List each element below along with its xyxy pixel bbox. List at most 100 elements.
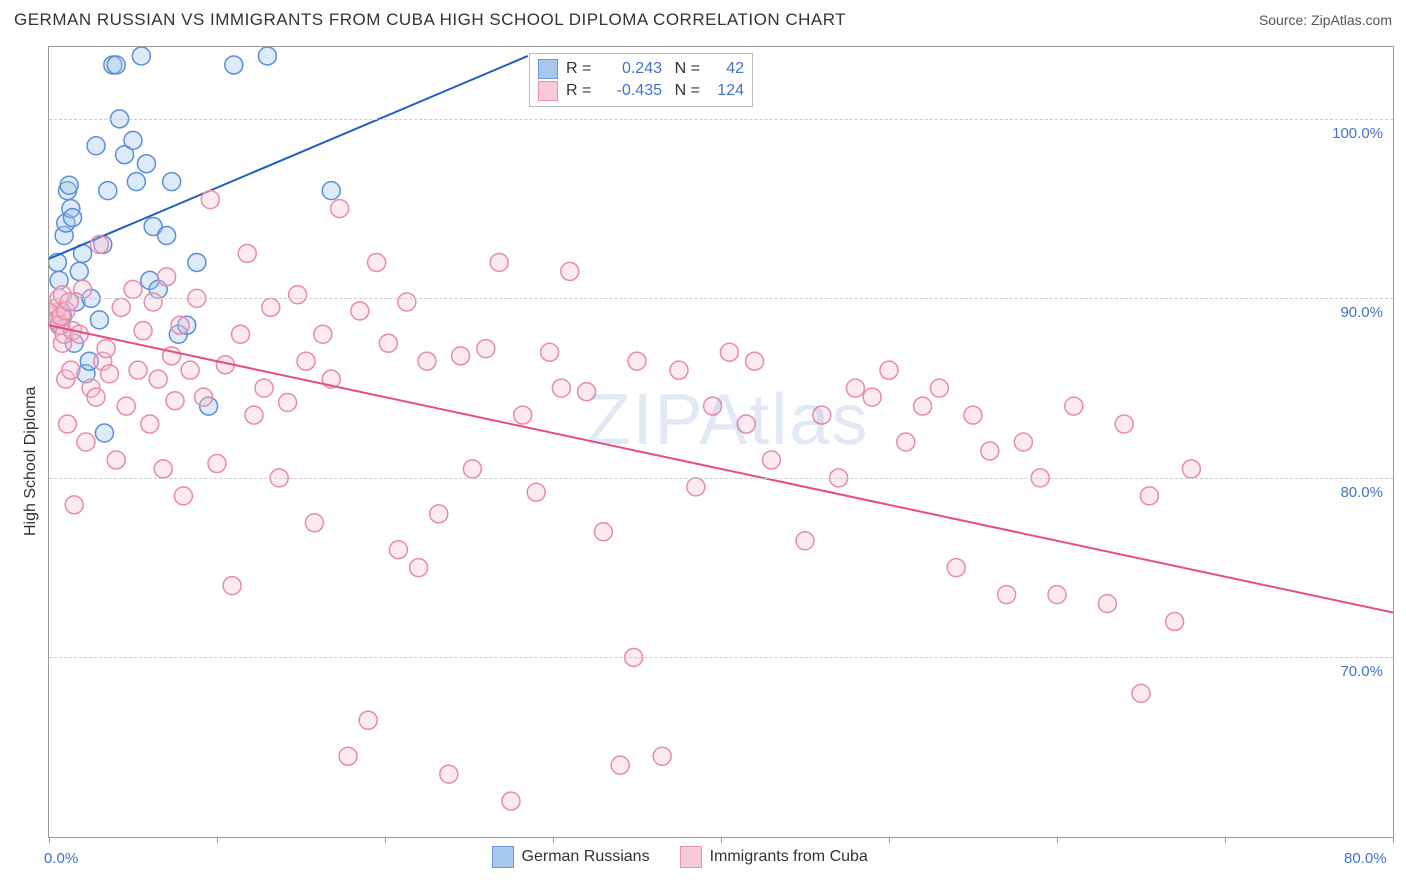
data-point-german_russians bbox=[258, 47, 276, 65]
data-point-immigrants_cuba bbox=[77, 433, 95, 451]
stats-row-immigrants_cuba: R =-0.435N =124 bbox=[538, 80, 744, 102]
y-tick-label: 100.0% bbox=[1332, 125, 1383, 142]
source-label: Source: ZipAtlas.com bbox=[1259, 12, 1392, 28]
legend-item-immigrants_cuba: Immigrants from Cuba bbox=[680, 846, 868, 868]
data-point-german_russians bbox=[107, 56, 125, 74]
data-point-immigrants_cuba bbox=[1048, 586, 1066, 604]
stats-r-label: R = bbox=[566, 60, 594, 78]
stats-r-label: R = bbox=[566, 82, 594, 100]
data-point-immigrants_cuba bbox=[359, 711, 377, 729]
data-point-immigrants_cuba bbox=[65, 496, 83, 514]
data-point-immigrants_cuba bbox=[737, 415, 755, 433]
data-point-german_russians bbox=[163, 173, 181, 191]
data-point-immigrants_cuba bbox=[223, 577, 241, 595]
data-point-immigrants_cuba bbox=[149, 370, 167, 388]
data-point-immigrants_cuba bbox=[314, 325, 332, 343]
data-point-immigrants_cuba bbox=[124, 280, 142, 298]
data-point-immigrants_cuba bbox=[897, 433, 915, 451]
data-point-german_russians bbox=[124, 131, 142, 149]
data-point-immigrants_cuba bbox=[174, 487, 192, 505]
data-point-immigrants_cuba bbox=[410, 559, 428, 577]
x-tick-label: 0.0% bbox=[44, 850, 78, 867]
data-point-german_russians bbox=[95, 424, 113, 442]
x-tick bbox=[721, 837, 722, 843]
data-point-immigrants_cuba bbox=[1065, 397, 1083, 415]
data-point-immigrants_cuba bbox=[144, 293, 162, 311]
data-point-immigrants_cuba bbox=[964, 406, 982, 424]
data-point-immigrants_cuba bbox=[238, 244, 256, 262]
data-point-immigrants_cuba bbox=[90, 236, 108, 254]
data-point-immigrants_cuba bbox=[628, 352, 646, 370]
chart-svg bbox=[49, 47, 1393, 837]
data-point-immigrants_cuba bbox=[863, 388, 881, 406]
x-tick bbox=[217, 837, 218, 843]
stats-n-label: N = bbox=[670, 82, 700, 100]
data-point-immigrants_cuba bbox=[87, 388, 105, 406]
data-point-immigrants_cuba bbox=[687, 478, 705, 496]
data-point-immigrants_cuba bbox=[762, 451, 780, 469]
data-point-immigrants_cuba bbox=[154, 460, 172, 478]
data-point-immigrants_cuba bbox=[305, 514, 323, 532]
data-point-german_russians bbox=[188, 253, 206, 271]
y-axis-label: High School Diploma bbox=[22, 386, 40, 535]
legend-label: Immigrants from Cuba bbox=[710, 848, 868, 866]
data-point-immigrants_cuba bbox=[720, 343, 738, 361]
data-point-immigrants_cuba bbox=[279, 394, 297, 412]
data-point-immigrants_cuba bbox=[158, 268, 176, 286]
stats-r-value: 0.243 bbox=[602, 60, 662, 78]
data-point-immigrants_cuba bbox=[112, 298, 130, 316]
stats-row-german_russians: R =0.243N =42 bbox=[538, 58, 744, 80]
data-point-immigrants_cuba bbox=[704, 397, 722, 415]
data-point-immigrants_cuba bbox=[746, 352, 764, 370]
x-tick bbox=[1057, 837, 1058, 843]
x-tick bbox=[1225, 837, 1226, 843]
data-point-immigrants_cuba bbox=[245, 406, 263, 424]
data-point-german_russians bbox=[322, 182, 340, 200]
chart-title: GERMAN RUSSIAN VS IMMIGRANTS FROM CUBA H… bbox=[14, 10, 846, 30]
stats-n-value: 124 bbox=[708, 82, 744, 100]
stats-swatch-immigrants_cuba bbox=[538, 81, 558, 101]
data-point-immigrants_cuba bbox=[527, 483, 545, 501]
data-point-immigrants_cuba bbox=[232, 325, 250, 343]
data-point-immigrants_cuba bbox=[368, 253, 386, 271]
data-point-immigrants_cuba bbox=[796, 532, 814, 550]
correlation-stats-box: R =0.243N =42R =-0.435N =124 bbox=[529, 53, 753, 107]
data-point-immigrants_cuba bbox=[166, 392, 184, 410]
data-point-immigrants_cuba bbox=[846, 379, 864, 397]
data-point-immigrants_cuba bbox=[430, 505, 448, 523]
data-point-immigrants_cuba bbox=[97, 340, 115, 358]
data-point-german_russians bbox=[90, 311, 108, 329]
x-tick bbox=[1393, 837, 1394, 843]
data-point-immigrants_cuba bbox=[74, 280, 92, 298]
data-point-immigrants_cuba bbox=[998, 586, 1016, 604]
data-point-immigrants_cuba bbox=[1014, 433, 1032, 451]
data-point-immigrants_cuba bbox=[541, 343, 559, 361]
data-point-immigrants_cuba bbox=[134, 322, 152, 340]
data-point-immigrants_cuba bbox=[181, 361, 199, 379]
data-point-immigrants_cuba bbox=[398, 293, 416, 311]
legend: German Russians Immigrants from Cuba bbox=[492, 846, 868, 868]
data-point-immigrants_cuba bbox=[201, 191, 219, 209]
data-point-immigrants_cuba bbox=[117, 397, 135, 415]
chart-plot-area: ZIPAtlas R =0.243N =42R =-0.435N =124 70… bbox=[48, 46, 1394, 838]
data-point-immigrants_cuba bbox=[578, 383, 596, 401]
data-point-german_russians bbox=[87, 137, 105, 155]
data-point-immigrants_cuba bbox=[418, 352, 436, 370]
legend-swatch-german_russians bbox=[492, 846, 514, 868]
data-point-immigrants_cuba bbox=[502, 792, 520, 810]
stats-n-value: 42 bbox=[708, 60, 744, 78]
data-point-immigrants_cuba bbox=[379, 334, 397, 352]
data-point-immigrants_cuba bbox=[947, 559, 965, 577]
data-point-immigrants_cuba bbox=[255, 379, 273, 397]
data-point-german_russians bbox=[99, 182, 117, 200]
x-tick bbox=[889, 837, 890, 843]
data-point-immigrants_cuba bbox=[100, 365, 118, 383]
x-tick bbox=[385, 837, 386, 843]
data-point-german_russians bbox=[225, 56, 243, 74]
data-point-immigrants_cuba bbox=[107, 451, 125, 469]
data-point-immigrants_cuba bbox=[981, 442, 999, 460]
y-tick-label: 90.0% bbox=[1340, 304, 1383, 321]
legend-label: German Russians bbox=[522, 848, 650, 866]
data-point-immigrants_cuba bbox=[195, 388, 213, 406]
data-point-immigrants_cuba bbox=[129, 361, 147, 379]
